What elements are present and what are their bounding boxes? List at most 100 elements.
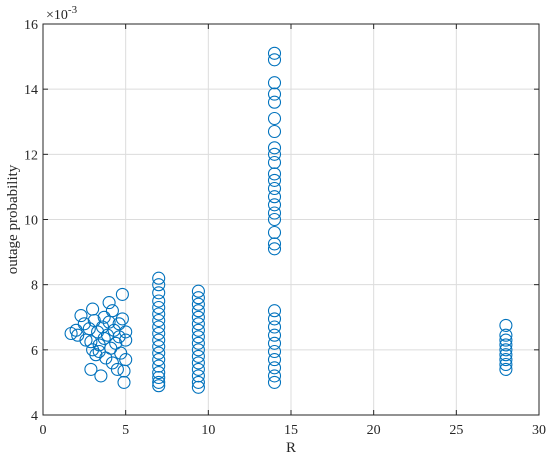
data-point <box>86 302 100 316</box>
data-point <box>267 141 282 155</box>
y-axis-label: outage probability <box>5 164 21 274</box>
data-point <box>191 375 205 389</box>
data-point <box>152 286 166 300</box>
y-tick-label: 12 <box>24 148 38 163</box>
data-point <box>267 328 282 342</box>
data-point <box>152 326 166 341</box>
y-tick-label: 6 <box>31 344 38 359</box>
data-point <box>117 375 131 389</box>
data-points <box>64 46 513 394</box>
data-point <box>267 181 282 196</box>
data-point <box>191 356 205 370</box>
data-point <box>267 46 282 60</box>
data-point <box>267 369 282 383</box>
data-point <box>267 53 282 67</box>
data-point <box>191 304 205 318</box>
y-multiplier-exponent: -3 <box>68 4 78 16</box>
data-point <box>267 173 282 187</box>
data-point <box>267 237 282 251</box>
data-point <box>267 206 282 220</box>
data-point <box>191 336 205 350</box>
grid-lines <box>42 23 540 416</box>
data-point <box>499 348 513 362</box>
data-point <box>89 348 103 362</box>
data-point <box>119 353 133 367</box>
data-point <box>110 362 124 376</box>
data-point <box>71 328 85 342</box>
data-point <box>191 380 205 394</box>
data-point <box>499 362 513 376</box>
data-point <box>94 369 108 383</box>
data-point <box>499 353 513 367</box>
x-tick-label: 20 <box>367 423 381 438</box>
data-point <box>191 310 205 324</box>
data-point <box>499 328 513 342</box>
data-point <box>114 346 128 360</box>
data-point <box>191 317 205 331</box>
data-point <box>105 356 119 370</box>
data-point <box>267 353 282 367</box>
data-point <box>119 333 133 347</box>
data-point <box>152 375 166 389</box>
data-point <box>267 190 282 204</box>
data-point <box>152 307 166 321</box>
data-point <box>499 357 513 372</box>
data-point <box>152 370 166 385</box>
data-point <box>92 344 106 359</box>
data-point <box>267 304 282 318</box>
x-tick-label: 25 <box>449 423 463 438</box>
data-point <box>267 336 282 350</box>
data-point <box>191 330 205 344</box>
data-point <box>84 362 98 376</box>
data-point <box>499 338 513 352</box>
data-point <box>267 312 282 326</box>
data-point <box>152 359 166 373</box>
data-point <box>152 346 166 360</box>
data-point <box>152 333 166 347</box>
y-tick-label: 14 <box>24 83 38 98</box>
x-tick-label: 0 <box>40 423 47 438</box>
axis-ticks <box>42 23 540 416</box>
data-point <box>74 309 88 323</box>
y-tick-labels: 4 6 8 10 12 14 16 <box>24 18 38 424</box>
data-point <box>115 287 129 301</box>
y-multiplier-base: ×10 <box>46 8 68 23</box>
data-point <box>152 278 166 292</box>
data-point <box>267 87 282 101</box>
data-point <box>267 155 282 170</box>
data-point <box>191 284 205 298</box>
y-tick-label: 16 <box>24 18 38 33</box>
data-point <box>191 343 205 357</box>
data-point <box>84 335 98 349</box>
data-point <box>267 198 282 212</box>
data-point <box>267 320 282 334</box>
y-tick-label: 4 <box>31 409 38 424</box>
y-axis-multiplier: ×10-3 <box>46 4 78 23</box>
data-point <box>119 325 133 339</box>
data-point <box>499 343 513 357</box>
data-point <box>267 212 282 227</box>
data-point <box>267 76 282 90</box>
data-point <box>152 320 166 334</box>
data-point <box>267 124 282 139</box>
x-tick-label: 10 <box>201 423 215 438</box>
data-point <box>267 375 282 389</box>
data-point <box>267 111 282 126</box>
x-tick-labels: 0 5 10 15 20 25 30 <box>40 423 547 438</box>
data-point <box>191 369 205 383</box>
data-point <box>152 353 166 367</box>
data-point <box>69 323 83 337</box>
data-point <box>267 242 282 256</box>
data-point <box>191 297 205 311</box>
data-point <box>152 294 166 308</box>
x-axis-label: R <box>286 440 296 456</box>
data-point <box>152 271 166 285</box>
data-point <box>267 167 282 181</box>
x-tick-label: 15 <box>284 423 298 438</box>
data-point <box>191 349 205 363</box>
data-point <box>152 300 166 315</box>
data-point <box>112 330 126 344</box>
data-point <box>82 322 96 336</box>
data-point <box>152 313 166 328</box>
